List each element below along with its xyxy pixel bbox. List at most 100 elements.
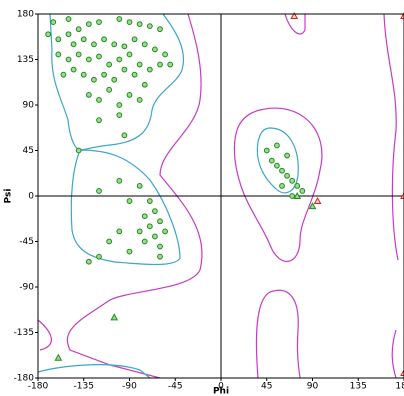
point xyxy=(116,16,123,22)
point xyxy=(162,51,168,58)
point xyxy=(289,177,296,184)
point xyxy=(106,61,113,68)
point xyxy=(290,11,299,20)
y-tick-label: 0 xyxy=(28,192,34,202)
point xyxy=(274,142,280,149)
point xyxy=(313,197,322,205)
point xyxy=(121,43,128,50)
point xyxy=(162,228,168,235)
point xyxy=(96,19,102,25)
point xyxy=(75,26,82,33)
point xyxy=(111,76,118,83)
point xyxy=(157,243,163,250)
x-tick-label: -45 xyxy=(168,382,183,392)
point xyxy=(91,41,97,48)
point xyxy=(157,61,163,68)
point xyxy=(70,41,77,48)
points xyxy=(45,11,404,376)
favored-contour xyxy=(49,13,185,151)
point xyxy=(80,36,87,43)
point xyxy=(60,71,67,78)
point xyxy=(80,71,87,78)
plot-frame xyxy=(37,13,404,379)
point xyxy=(146,223,153,230)
point xyxy=(116,177,123,184)
point xyxy=(45,31,52,38)
y-tick-label: 180 xyxy=(17,10,34,20)
point xyxy=(85,91,92,98)
point xyxy=(131,71,138,78)
point xyxy=(96,97,102,103)
point xyxy=(126,19,133,25)
y-tick-label: 135 xyxy=(17,55,34,65)
point xyxy=(157,218,163,225)
y-tick-label: -180 xyxy=(14,374,35,384)
point xyxy=(293,191,302,199)
point xyxy=(121,132,128,139)
point xyxy=(85,21,92,28)
x-tick-label: -180 xyxy=(28,382,49,392)
y-tick-label: -45 xyxy=(19,237,34,247)
x-tick-label: 180 xyxy=(395,382,404,392)
point xyxy=(400,368,404,376)
point xyxy=(299,188,306,194)
point xyxy=(263,147,270,154)
point xyxy=(157,253,163,260)
allowed-contour xyxy=(255,289,301,379)
point xyxy=(65,16,72,22)
point xyxy=(106,86,113,93)
point xyxy=(85,258,92,265)
point xyxy=(75,147,82,154)
point xyxy=(152,208,158,215)
x-tick-label: 0 xyxy=(218,382,224,392)
point xyxy=(106,238,113,245)
contours xyxy=(37,13,399,379)
point xyxy=(70,66,77,73)
point xyxy=(101,71,107,78)
point xyxy=(101,36,107,43)
point xyxy=(126,51,133,58)
point xyxy=(55,36,62,43)
point xyxy=(65,31,72,38)
favored-contour xyxy=(256,127,299,194)
point xyxy=(136,61,143,68)
point xyxy=(167,61,174,68)
axes: -180 -135 -90 -45 0 45 90 135 180 -180 -135 -90 -45 0… xyxy=(14,10,404,392)
point xyxy=(116,102,123,108)
point xyxy=(289,193,296,199)
point xyxy=(141,238,148,245)
allowed-contour xyxy=(37,13,203,379)
point xyxy=(85,56,92,63)
point xyxy=(279,182,285,189)
point xyxy=(157,26,163,33)
point xyxy=(116,56,123,63)
point xyxy=(141,81,148,88)
point xyxy=(146,23,153,30)
x-tick-label: 135 xyxy=(350,382,367,392)
point xyxy=(284,172,290,179)
point xyxy=(136,228,143,235)
point xyxy=(75,51,82,58)
point xyxy=(96,117,102,124)
point xyxy=(96,253,102,260)
point xyxy=(136,97,143,103)
y-tick-label: -90 xyxy=(19,283,34,293)
point xyxy=(308,202,317,210)
point xyxy=(152,233,158,240)
point xyxy=(400,191,404,199)
allowed-contour xyxy=(383,13,399,379)
point xyxy=(55,51,62,58)
point xyxy=(284,152,290,159)
x-tick-label: 90 xyxy=(307,382,319,392)
allowed-contour xyxy=(233,107,323,263)
x-tick-label: 45 xyxy=(261,382,272,392)
allowed-contour xyxy=(284,13,306,35)
point xyxy=(152,46,158,53)
point xyxy=(279,167,285,174)
point xyxy=(146,66,153,73)
y-tick-label: 45 xyxy=(23,146,34,156)
point xyxy=(126,198,133,204)
point xyxy=(131,36,138,43)
point xyxy=(121,66,128,73)
